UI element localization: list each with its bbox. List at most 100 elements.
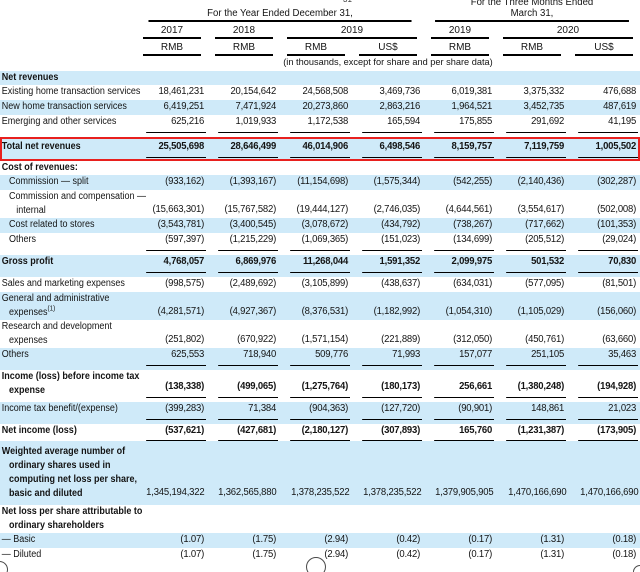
value-cell: (127,720) xyxy=(362,402,422,420)
value-cell: (1,275,764) xyxy=(290,380,350,398)
row-label-line: Emerging and other services xyxy=(1,116,117,127)
value-cell: (998,575) xyxy=(165,278,205,289)
value-cell: (138,338) xyxy=(146,380,206,398)
row-label-line: Sales and marketing expenses xyxy=(1,278,125,289)
value-cell: (1.31) xyxy=(540,549,565,560)
row-label: General and administrative expenses(1) xyxy=(0,292,136,320)
value-cell: (151,023) xyxy=(362,233,422,251)
row-label: Net revenues xyxy=(0,71,136,85)
table-header: For the Year Ended December 31, For the T… xyxy=(0,0,640,70)
row-label: Others xyxy=(0,233,136,251)
value-cell: 256,661 xyxy=(434,380,494,398)
row-label-line: — Basic xyxy=(1,534,36,545)
value-cell: 71,384 xyxy=(218,402,278,420)
value-cell: (0.17) xyxy=(468,549,493,560)
row-label-line: Commission — split xyxy=(9,176,89,187)
value-cell: (302,287) xyxy=(597,176,637,187)
row-label: Total net revenues xyxy=(0,140,136,158)
value-cell: 46,014,906 xyxy=(290,140,350,158)
period-group-row: For the Year Ended December 31, For the T… xyxy=(0,0,640,22)
row-label: Net loss per share attributable to ordina… xyxy=(0,505,143,533)
value-cell: 35,463 xyxy=(578,348,638,366)
table-row: Income (loss) before income tax expense (1… xyxy=(0,370,640,402)
value-cell: (717,662) xyxy=(525,219,565,230)
currency-header: RMB xyxy=(143,41,201,56)
value-cell: (1.07) xyxy=(180,534,205,545)
table-row: Net income (loss) (537,621) (427,681) (2,18… xyxy=(0,424,640,441)
value-cell: 2,863,216 xyxy=(379,101,421,112)
financial-table-body: Net revenues Existing home transaction se… xyxy=(0,71,640,563)
value-cell: (19,444,127) xyxy=(296,204,349,215)
row-label-line: New home transaction services xyxy=(1,101,127,112)
row-label-line: Total net revenues xyxy=(1,141,81,152)
value-cell: (0.42) xyxy=(396,549,421,560)
table-row: Commission — split (933,162) (1,393,167) (1… xyxy=(0,175,640,190)
row-label: Research and development expenses xyxy=(0,320,136,348)
table-row: Cost related to stores (3,543,781) (3,400,… xyxy=(0,218,640,233)
currency-header: US$ xyxy=(575,41,633,56)
row-label-line: ordinary shares used in xyxy=(9,460,111,471)
value-cell: (3,543,781) xyxy=(157,219,205,230)
value-cell: 251,105 xyxy=(506,348,566,366)
value-cell: (3,078,672) xyxy=(301,219,349,230)
table-row: Net loss per share attributable to ordina… xyxy=(0,505,640,533)
value-cell: (1,231,387) xyxy=(506,424,566,441)
value-cell: (134,699) xyxy=(434,233,494,251)
value-cell: (634,031) xyxy=(453,278,493,289)
currency-header: RMB xyxy=(215,41,273,56)
value-cell: (1,575,344) xyxy=(373,176,421,187)
value-cell: 1,345,194,322 xyxy=(146,487,205,498)
table-row: Income tax benefit/(expense) (399,283) 71,… xyxy=(0,402,640,424)
period-group-header: For the Year Ended December 31, xyxy=(148,0,412,22)
row-label: Income (loss) before income tax expense xyxy=(0,370,140,398)
value-cell: (2,489,692) xyxy=(229,278,277,289)
value-cell: 476,688 xyxy=(603,86,637,97)
value-cell: (194,928) xyxy=(578,380,638,398)
value-cell: (15,663,301) xyxy=(152,204,205,215)
value-cell: (537,621) xyxy=(146,424,206,441)
value-cell: 1,591,352 xyxy=(362,255,422,273)
row-label: Emerging and other services xyxy=(0,115,136,133)
value-cell: 20,154,642 xyxy=(230,86,277,97)
row-label: Others xyxy=(0,348,136,366)
value-cell: (1,182,992) xyxy=(373,306,421,317)
value-cell: (156,060) xyxy=(597,306,637,317)
value-cell: 25,505,698 xyxy=(146,140,206,158)
row-label: Cost of revenues: xyxy=(0,161,136,175)
value-cell: 148,861 xyxy=(506,402,566,420)
row-label-line: Weighted average number of xyxy=(1,446,126,457)
value-cell: (1,215,229) xyxy=(218,233,278,251)
table-row: — Diluted (1.07) (1.75) (2.94) (0.42) (0.17) (… xyxy=(0,548,640,563)
value-cell: 6,498,546 xyxy=(362,140,422,158)
value-cell: 41,195 xyxy=(578,115,638,133)
value-cell: 487,619 xyxy=(603,101,637,112)
value-cell: 1,362,565,880 xyxy=(218,487,277,498)
value-cell: (90,901) xyxy=(434,402,494,420)
period-group-title-line: March 31, xyxy=(510,8,554,19)
value-cell: (101,353) xyxy=(597,219,637,230)
table-row: Others (597,397) (1,215,229) (1,069,365) (15… xyxy=(0,233,640,255)
value-cell: 20,273,860 xyxy=(302,101,349,112)
value-cell: (2,746,035) xyxy=(373,204,421,215)
currency-header: RMB xyxy=(431,41,489,56)
value-cell: (4,644,561) xyxy=(445,204,493,215)
row-label: Existing home transaction services xyxy=(0,85,141,100)
value-cell: 3,375,332 xyxy=(523,86,565,97)
value-cell: (2,140,436) xyxy=(517,176,565,187)
value-cell: (1,054,310) xyxy=(445,306,493,317)
value-cell: (670,922) xyxy=(237,334,277,345)
row-label: Weighted average number of ordinary share… xyxy=(0,445,137,501)
units-subtitle: (in thousands, except for share and per … xyxy=(283,57,493,68)
value-cell: 6,869,976 xyxy=(218,255,278,273)
year-header: 2018 xyxy=(215,24,273,39)
row-label-line: Net loss per share attributable to xyxy=(1,506,143,517)
value-cell: (81,501) xyxy=(602,278,637,289)
value-cell: 18,461,231 xyxy=(158,86,205,97)
year-header: 2020 xyxy=(503,24,633,39)
table-row: General and administrative expenses(1) (4,… xyxy=(0,292,640,320)
value-cell: 1,378,235,522 xyxy=(290,487,350,498)
value-cell: (1,393,167) xyxy=(229,176,277,187)
year-header-row: 2017 2018 2019 2019 2020 xyxy=(0,22,640,39)
value-cell: (542,255) xyxy=(453,176,493,187)
